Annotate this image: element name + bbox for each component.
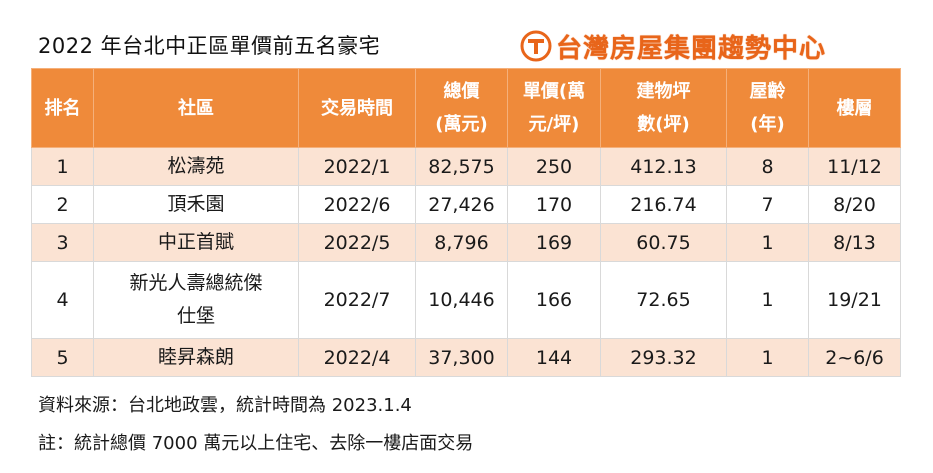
cell-community: 新光人壽總統傑 仕堡 xyxy=(93,261,299,339)
cell-floor: 2~6/6 xyxy=(808,338,901,377)
header-total-price: 總價 (萬元) xyxy=(415,68,508,148)
header-building-area: 建物坪 數(坪) xyxy=(600,68,727,148)
header-unit-price: 單價(萬 元/坪) xyxy=(507,68,601,148)
cell-rank: 2 xyxy=(31,185,94,224)
brand-name: 台灣房屋集團趨勢中心 xyxy=(556,33,827,64)
cell-building-area: 60.75 xyxy=(600,223,727,262)
cell-unit-price: 250 xyxy=(507,147,601,186)
remark-note: 註：統計總價 7000 萬元以上住宅、去除一樓店面交易 xyxy=(38,433,474,454)
cell-building-area: 72.65 xyxy=(600,261,727,339)
cell-unit-price: 144 xyxy=(507,338,601,377)
page-title: 2022 年台北中正區單價前五名豪宅 xyxy=(38,34,381,58)
footnotes: 資料來源：台北地政雲，統計時間為 2023.1.4 註：統計總價 7000 萬元… xyxy=(38,387,473,463)
cell-floor: 11/12 xyxy=(808,147,901,186)
header-rank: 排名 xyxy=(31,68,94,148)
data-source-note: 資料來源：台北地政雲，統計時間為 2023.1.4 xyxy=(38,395,412,416)
brand-header: 台灣房屋集團趨勢中心 xyxy=(520,26,900,66)
luxury-home-table: 排名 社區 交易時間 總價 (萬元) 單價(萬 元/坪) 建物坪 數(坪) 屋齡 (年)… xyxy=(31,68,901,377)
cell-rank: 3 xyxy=(31,223,94,262)
table-row: 1 松濤苑 2022/1 82,575 250 412.13 8 11/12 xyxy=(31,147,901,186)
cell-community: 松濤苑 xyxy=(93,147,299,186)
cell-date: 2022/7 xyxy=(298,261,416,339)
cell-community: 頂禾園 xyxy=(93,185,299,224)
header-community: 社區 xyxy=(93,68,299,148)
cell-building-age: 1 xyxy=(726,223,809,262)
header-building-age: 屋齡 (年) xyxy=(726,68,809,148)
cell-building-age: 7 xyxy=(726,185,809,224)
table-row: 3 中正首賦 2022/5 8,796 169 60.75 1 8/13 xyxy=(31,223,901,262)
cell-date: 2022/5 xyxy=(298,223,416,262)
cell-total-price: 8,796 xyxy=(415,223,508,262)
cell-floor: 8/13 xyxy=(808,223,901,262)
cell-community: 睦昇森朗 xyxy=(93,338,299,377)
header-floor: 樓層 xyxy=(808,68,901,148)
cell-building-area: 412.13 xyxy=(600,147,727,186)
cell-rank: 5 xyxy=(31,338,94,377)
header-date: 交易時間 xyxy=(298,68,416,148)
taiwan-realty-logo-icon xyxy=(520,30,552,62)
cell-rank: 1 xyxy=(31,147,94,186)
cell-building-area: 216.74 xyxy=(600,185,727,224)
cell-total-price: 82,575 xyxy=(415,147,508,186)
cell-date: 2022/6 xyxy=(298,185,416,224)
cell-building-area: 293.32 xyxy=(600,338,727,377)
cell-unit-price: 169 xyxy=(507,223,601,262)
cell-building-age: 8 xyxy=(726,147,809,186)
cell-rank: 4 xyxy=(31,261,94,339)
cell-total-price: 10,446 xyxy=(415,261,508,339)
cell-date: 2022/4 xyxy=(298,338,416,377)
cell-building-age: 1 xyxy=(726,338,809,377)
cell-date: 2022/1 xyxy=(298,147,416,186)
cell-unit-price: 170 xyxy=(507,185,601,224)
cell-community: 中正首賦 xyxy=(93,223,299,262)
table-header-row: 排名 社區 交易時間 總價 (萬元) 單價(萬 元/坪) 建物坪 數(坪) 屋齡 (年)… xyxy=(31,68,901,148)
table-row: 4 新光人壽總統傑 仕堡 2022/7 10,446 166 72.65 1 19… xyxy=(31,261,901,339)
cell-building-age: 1 xyxy=(726,261,809,339)
cell-total-price: 37,300 xyxy=(415,338,508,377)
table-row: 5 睦昇森朗 2022/4 37,300 144 293.32 1 2~6/6 xyxy=(31,338,901,377)
cell-floor: 8/20 xyxy=(808,185,901,224)
cell-total-price: 27,426 xyxy=(415,185,508,224)
table-row: 2 頂禾園 2022/6 27,426 170 216.74 7 8/20 xyxy=(31,185,901,224)
cell-floor: 19/21 xyxy=(808,261,901,339)
cell-unit-price: 166 xyxy=(507,261,601,339)
